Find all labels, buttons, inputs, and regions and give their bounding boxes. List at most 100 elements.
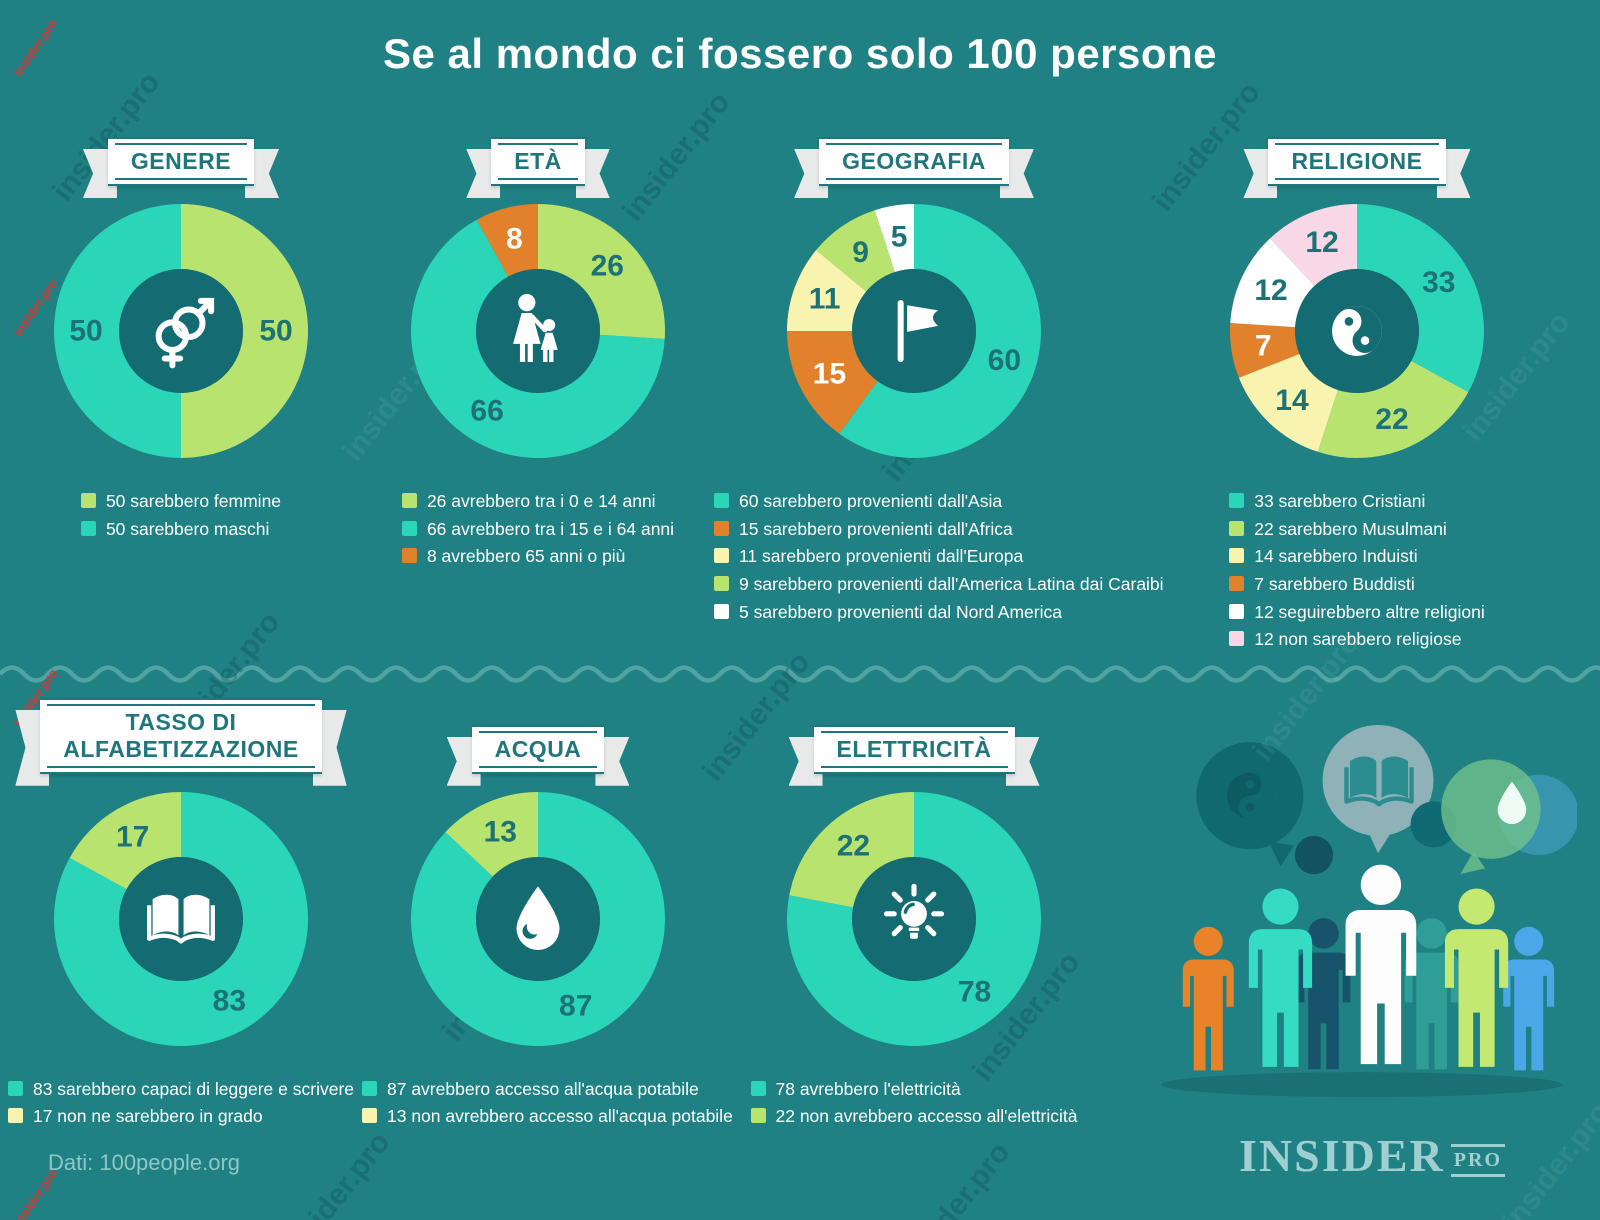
small-bubble xyxy=(1294,835,1334,874)
donut-hole xyxy=(852,269,976,393)
donut-segment-geografia xyxy=(839,204,1041,458)
donut-hole xyxy=(119,856,243,981)
legend-swatch xyxy=(401,520,417,536)
segment-value-label: 7 xyxy=(1255,329,1272,362)
illustration-column xyxy=(1114,696,1600,1109)
legend-item: 11 sarebbero provenienti dall'Europa xyxy=(714,545,1164,569)
legend-text: 87 avrebbero accesso all'acqua potabile xyxy=(387,1078,699,1099)
legend-swatch xyxy=(1229,631,1245,647)
section-banner: TASSO DI ALFABETIZZAZIONE xyxy=(15,697,347,786)
legend-swatch xyxy=(401,548,417,564)
charts-row-bottom: TASSO DI ALFABETIZZAZIONE 83 17 83 sarebb… xyxy=(0,696,1600,1133)
legend-item: 78 avrebbero l'elettricità xyxy=(750,1078,1078,1102)
donut-genere: 50 50 xyxy=(48,198,314,464)
legend-swatch xyxy=(1229,603,1245,619)
chart-card-geografia: GEOGRAFIA 60 15 11 9 5 60 sarebbero provenie… xyxy=(714,122,1164,628)
donut-segment-acqua xyxy=(445,791,538,877)
legend-item: 15 sarebbero provenienti dall'Africa xyxy=(714,518,1164,542)
chart-card-elettricita: ELETTRICITÀ 78 22 xyxy=(714,696,1114,1133)
legend-text: 11 sarebbero provenienti dall'Europa xyxy=(739,546,1024,567)
donut-segment-genere xyxy=(181,204,308,458)
donut-segment-geografia xyxy=(787,331,878,434)
chart-card-alfabetizzazione: TASSO DI ALFABETIZZAZIONE 83 17 83 sarebb… xyxy=(0,696,362,1133)
legend-item: 66 avrebbero tra i 15 e i 64 anni xyxy=(401,518,674,542)
donut-segment-elettricita xyxy=(787,791,1041,1046)
data-source: Dati: 100people.org xyxy=(48,1150,241,1175)
legend-swatch xyxy=(1229,520,1245,536)
donut-segment-eta xyxy=(476,204,538,277)
segment-value-label: 78 xyxy=(958,975,991,1008)
watermark-text: insider.pro xyxy=(276,1126,397,1220)
legend-swatch xyxy=(401,493,417,508)
legend-swatch xyxy=(1229,493,1245,508)
donut-elettricita: 78 22 xyxy=(781,786,1047,1052)
chart-card-eta: ETÀ 26 66 8 26 avrebbero tra i 0 e 14 anni… xyxy=(362,122,714,573)
segment-value-label: 87 xyxy=(559,989,592,1022)
segment-value-label: 8 xyxy=(506,222,523,255)
legend-item: 14 sarebbero Induisti xyxy=(1229,545,1485,569)
section-title-elettricita: ELETTRICITÀ xyxy=(820,730,1008,768)
donut-segment-religione xyxy=(1238,353,1338,452)
legend-swatch xyxy=(750,1080,766,1096)
legend-item: 8 avrebbero 65 anni o più xyxy=(401,545,674,569)
legend-swatch xyxy=(714,575,729,591)
segment-value-label: 14 xyxy=(1275,384,1309,417)
legend-swatch xyxy=(80,493,96,508)
segment-value-label: 13 xyxy=(484,815,517,848)
legend-item: 33 sarebbero Cristiani xyxy=(1229,490,1485,514)
legend-elettricita: 78 avrebbero l'elettricità 22 non avrebbe… xyxy=(750,1074,1078,1133)
people-illustration xyxy=(1160,724,1579,1097)
donut-segment-alfabetizzazione xyxy=(69,791,181,889)
donut-segment-religione xyxy=(1317,360,1469,458)
section-banner: ETÀ xyxy=(466,136,610,198)
speech-bubble-religion xyxy=(1196,741,1304,867)
legend-text: 17 non ne sarebbero in grado xyxy=(32,1106,263,1127)
legend-item: 9 sarebbero provenienti dall'America Lat… xyxy=(714,573,1164,597)
legend-text: 33 sarebbero Cristiani xyxy=(1254,491,1426,511)
legend-text: 50 sarebbero maschi xyxy=(105,518,270,539)
charts-row-top: GENERE 50 50 50 sarebbero femmine 50 sareb… xyxy=(0,122,1600,656)
donut-segment-religione xyxy=(1357,204,1484,393)
legend-swatch xyxy=(1229,548,1245,564)
legend-text: 13 non avrebbero accesso all'acqua potab… xyxy=(387,1106,733,1127)
section-banner: ELETTRICITÀ xyxy=(788,724,1040,786)
legend-acqua: 87 avrebbero accesso all'acqua potabile 1… xyxy=(362,1074,733,1133)
legend-text: 83 sarebbero capaci di leggere e scriver… xyxy=(32,1078,354,1099)
legend-text: 22 non avrebbero accesso all'elettricità xyxy=(775,1106,1078,1127)
donut-segment-elettricita xyxy=(789,791,914,908)
section-title-eta: ETÀ xyxy=(498,142,578,180)
legend-swatch xyxy=(714,548,729,564)
legend-text: 8 avrebbero 65 anni o più xyxy=(426,546,626,567)
section-banner: GEOGRAFIA xyxy=(794,136,1034,198)
legend-text: 14 sarebbero Induisti xyxy=(1254,546,1418,567)
legend-swatch xyxy=(714,493,729,508)
legend-item: 12 seguirebbero altre religioni xyxy=(1229,601,1485,625)
legend-text: 5 sarebbero provenienti dal Nord America xyxy=(739,601,1062,622)
donut-geografia: 60 15 11 9 5 xyxy=(781,198,1047,464)
segment-value-label: 22 xyxy=(1375,403,1408,436)
legend-religione: 33 sarebbero Cristiani 22 sarebbero Musul… xyxy=(1229,486,1485,656)
chart-card-genere: GENERE 50 50 50 sarebbero femmine 50 sareb… xyxy=(0,122,362,545)
legend-eta: 26 avrebbero tra i 0 e 14 anni 66 avrebbe… xyxy=(401,486,674,573)
donut-eta: 26 66 8 xyxy=(405,198,671,464)
legend-text: 26 avrebbero tra i 0 e 14 anni xyxy=(426,491,656,511)
legend-item: 22 sarebbero Musulmani xyxy=(1229,518,1485,542)
segment-value-label: 22 xyxy=(837,829,870,862)
section-title-alfabetizzazione: TASSO DI ALFABETIZZAZIONE xyxy=(47,703,315,768)
legend-text: 12 seguirebbero altre religioni xyxy=(1254,601,1485,622)
legend-genere: 50 sarebbero femmine 50 sarebbero maschi xyxy=(80,486,281,545)
donut-segment-acqua xyxy=(410,791,665,1046)
donut-hole xyxy=(476,269,600,393)
legend-alfabetizzazione: 83 sarebbero capaci di leggere e scriver… xyxy=(7,1074,354,1133)
legend-text: 15 sarebbero provenienti dall'Africa xyxy=(739,518,1013,539)
legend-item: 50 sarebbero maschi xyxy=(80,518,281,542)
legend-text: 78 avrebbero l'elettricità xyxy=(775,1078,961,1099)
legend-text: 60 sarebbero provenienti dall'Asia xyxy=(739,491,1003,511)
legend-swatch xyxy=(362,1080,377,1096)
legend-swatch xyxy=(1229,575,1245,591)
legend-item: 5 sarebbero provenienti dal Nord America xyxy=(714,601,1164,625)
legend-swatch xyxy=(80,520,96,536)
speech-bubble-book xyxy=(1322,724,1434,853)
legend-swatch xyxy=(714,603,729,619)
speech-bubble-water xyxy=(1441,759,1579,874)
